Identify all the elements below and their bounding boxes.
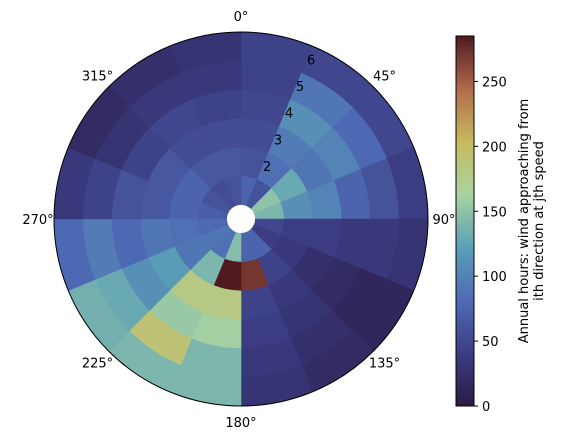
colorbar xyxy=(455,35,475,407)
colorbar-tick-label: 250 xyxy=(482,75,507,90)
radial-tick-label: 3 xyxy=(274,133,282,148)
heatmap-wedges xyxy=(53,31,429,407)
polar-center-point xyxy=(239,217,243,221)
polar-frame xyxy=(53,31,429,407)
radial-tick-label: 5 xyxy=(296,80,304,95)
angle-tick-label: 90° xyxy=(432,213,455,228)
angle-tick-label: 315° xyxy=(82,70,113,85)
colorbar-label-line-1: Annual hours: wind approaching from xyxy=(517,99,532,344)
colorbar-ticks: 0 50 100 150 200 250 xyxy=(474,75,507,415)
angle-tick-labels: 0° 45° 90° 135° 180° 225° 270° 315° xyxy=(22,10,455,431)
colorbar-tick-label: 50 xyxy=(482,335,499,350)
angle-tick-label: 225° xyxy=(82,357,113,372)
colorbar-label-line-2: ith direction at jth speed xyxy=(532,141,547,301)
colorbar-tick-label: 0 xyxy=(482,400,490,415)
angle-tick-label: 45° xyxy=(373,70,396,85)
angle-tick-label: 270° xyxy=(22,213,53,228)
radial-tick-label: 2 xyxy=(263,160,271,175)
angle-tick-label: 135° xyxy=(369,357,400,372)
colorbar-tick-label: 200 xyxy=(482,140,507,155)
colorbar-label-group: Annual hours: wind approaching from ith … xyxy=(517,99,547,344)
angle-tick-label: 180° xyxy=(225,416,256,431)
angle-tick-label: 0° xyxy=(234,10,249,25)
colorbar-tick-label: 100 xyxy=(482,270,507,285)
radial-tick-label: 4 xyxy=(285,107,293,122)
radial-tick-label: 6 xyxy=(307,54,315,69)
colorbar-tick-label: 150 xyxy=(482,205,507,220)
